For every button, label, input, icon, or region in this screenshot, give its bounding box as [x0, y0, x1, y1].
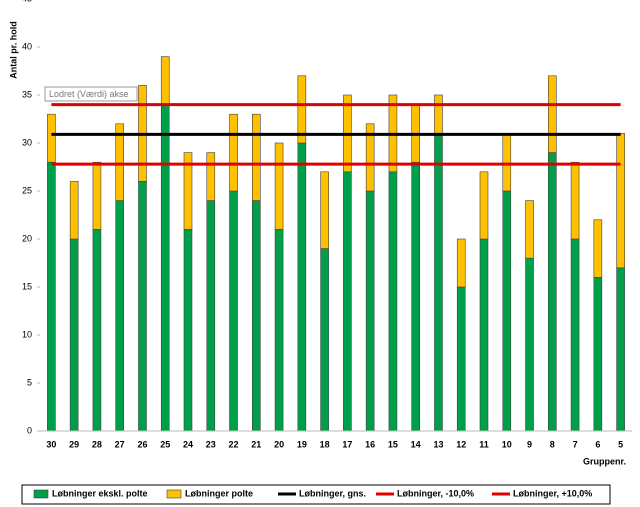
- x-tick-label: 22: [229, 439, 239, 449]
- y-tick-label: 45: [22, 0, 32, 3]
- x-tick-label: 26: [137, 439, 147, 449]
- x-tick-label: 18: [320, 439, 330, 449]
- bar-segment: [570, 238, 580, 432]
- bar-segment: [570, 161, 580, 240]
- bar-segment: [115, 200, 124, 432]
- bar-segment: [320, 171, 329, 249]
- bar-segment: [183, 229, 193, 432]
- bar-segment: [434, 94, 443, 134]
- x-tick-label: 13: [433, 439, 443, 449]
- bar-segment: [183, 152, 193, 230]
- x-tick-label: 20: [274, 439, 284, 449]
- bar-segment: [548, 75, 557, 153]
- y-tick-label: 0: [27, 425, 32, 435]
- bar-segment: [548, 152, 557, 432]
- x-tick-label: 12: [456, 439, 466, 449]
- bar-segment: [47, 161, 56, 432]
- x-tick-label: 16: [365, 439, 375, 449]
- bar-segment: [502, 190, 512, 432]
- x-tick-label: 8: [550, 439, 555, 449]
- legend-label: Løbninger, gns.: [299, 488, 366, 498]
- y-tick-label: 20: [22, 233, 32, 243]
- bar-segment: [479, 238, 489, 432]
- bar-segment: [593, 277, 603, 432]
- bar-segment: [456, 286, 466, 432]
- bar-segment: [69, 181, 79, 240]
- bar-segment: [160, 104, 170, 432]
- bar-segment: [456, 238, 466, 288]
- legend-box: [21, 484, 611, 505]
- bar-segment: [274, 229, 284, 432]
- x-tick-label: 7: [573, 439, 578, 449]
- x-tick-label: 17: [342, 439, 352, 449]
- x-tick-label: 23: [206, 439, 216, 449]
- bar-segment: [616, 267, 625, 432]
- bar-segment: [252, 113, 261, 201]
- bar-segment: [115, 123, 124, 201]
- legend-label: Løbninger ekskl. polte: [52, 488, 148, 498]
- x-tick-label: 24: [183, 439, 193, 449]
- bar-segment: [69, 238, 79, 432]
- y-tick-label: 5: [27, 377, 32, 387]
- bar-segment: [616, 133, 625, 269]
- x-tick-label: 14: [411, 439, 421, 449]
- bar-segment: [47, 113, 56, 163]
- y-tick-label: 25: [22, 185, 32, 195]
- x-tick-label: 29: [69, 439, 79, 449]
- bar-segment: [92, 229, 102, 432]
- x-axis-label: Gruppenr.: [583, 456, 626, 466]
- x-tick-label: 27: [115, 439, 125, 449]
- y-tick-label: 35: [22, 89, 32, 99]
- bar-segment: [479, 171, 489, 240]
- y-tick-label: 30: [22, 137, 32, 147]
- bar-segment: [365, 190, 375, 432]
- x-tick-label: 21: [251, 439, 261, 449]
- bar-segment: [92, 161, 102, 230]
- y-axis-label: Antal pr. hold: [8, 21, 18, 79]
- bar-segment: [388, 171, 398, 432]
- bar-segment: [297, 142, 307, 432]
- x-tick-label: 10: [502, 439, 512, 449]
- bar-segment: [502, 133, 512, 192]
- bar-segment: [297, 75, 307, 144]
- bar-segment: [206, 152, 216, 201]
- bar-segment: [434, 133, 443, 432]
- bar-segment: [252, 200, 261, 432]
- legend-swatch: [166, 489, 182, 499]
- x-tick-label: 28: [92, 439, 102, 449]
- tooltip-box: [44, 86, 138, 102]
- bar-segment: [229, 113, 238, 192]
- x-tick-label: 25: [160, 439, 170, 449]
- bar-segment: [525, 257, 534, 432]
- bar-segment: [525, 200, 534, 259]
- bar-segment: [365, 123, 375, 192]
- tooltip-text: Lodret (Værdi) akse: [49, 89, 129, 99]
- bar-segment: [274, 142, 284, 230]
- y-tick-label: 10: [22, 329, 32, 339]
- y-tick-label: 15: [22, 281, 32, 291]
- legend-label: Løbninger, -10,0%: [397, 488, 474, 498]
- x-tick-label: 19: [297, 439, 307, 449]
- legend-label: Løbninger polte: [185, 488, 253, 498]
- bar-segment: [229, 190, 238, 432]
- x-tick-label: 9: [527, 439, 532, 449]
- x-tick-label: 11: [479, 439, 489, 449]
- bar-segment: [343, 171, 352, 432]
- bar-segment: [138, 181, 147, 432]
- bar-segment: [411, 161, 420, 432]
- x-tick-label: 5: [618, 439, 623, 449]
- bar-segment: [320, 248, 329, 432]
- bar-segment: [206, 200, 216, 432]
- legend-swatch: [33, 489, 49, 499]
- bar-segment: [593, 219, 603, 278]
- bar-segment: [160, 56, 170, 105]
- x-tick-label: 6: [595, 439, 600, 449]
- x-tick-label: 30: [46, 439, 56, 449]
- x-tick-label: 15: [388, 439, 398, 449]
- y-tick-label: 40: [22, 41, 32, 51]
- legend-label: Løbninger, +10,0%: [513, 488, 592, 498]
